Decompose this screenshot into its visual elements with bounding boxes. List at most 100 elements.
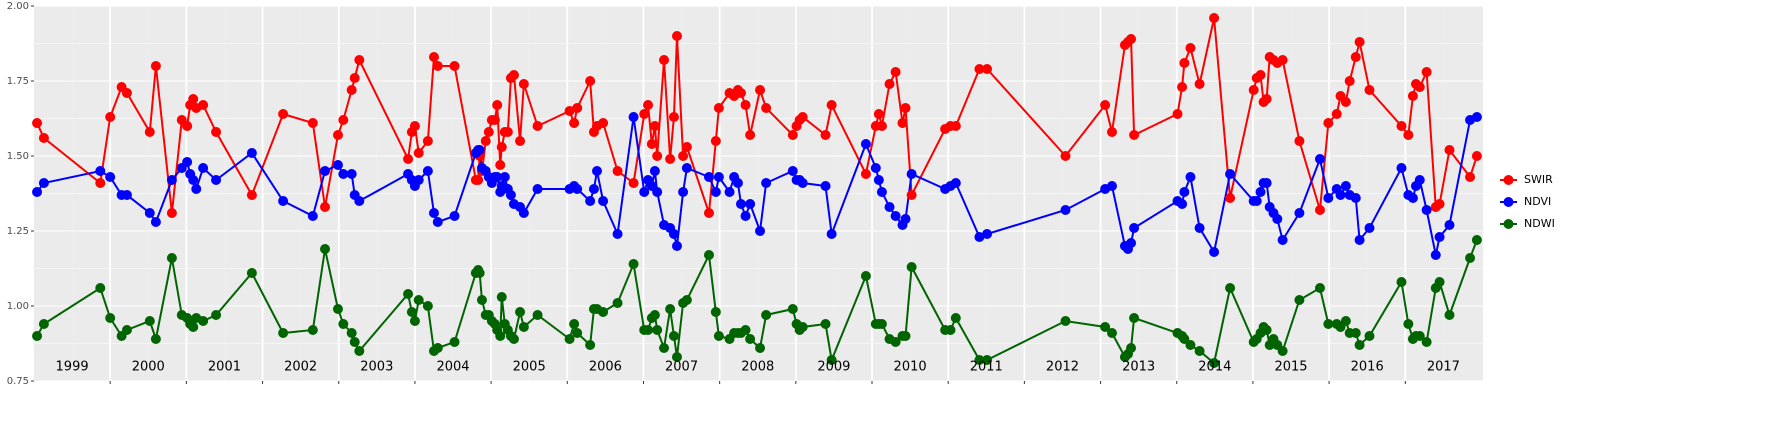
legend: SWIR NDVI NDWI — [1500, 173, 1555, 230]
data-point — [38, 319, 49, 329]
data-point — [678, 187, 689, 197]
data-point — [713, 172, 724, 182]
data-point — [338, 169, 349, 179]
data-point — [406, 307, 417, 317]
data-point — [432, 217, 443, 227]
x-tick-label: 2010 — [894, 360, 927, 375]
data-point — [1129, 130, 1140, 140]
data-point — [211, 127, 222, 137]
y-tick-label: 1.25 — [7, 226, 29, 237]
data-point — [1471, 112, 1482, 122]
data-point — [906, 169, 917, 179]
data-point — [724, 187, 735, 197]
data-point — [121, 190, 132, 200]
data-point — [1209, 247, 1220, 257]
data-point — [144, 316, 155, 326]
x-tick-label: 2004 — [436, 360, 469, 375]
data-point — [649, 310, 660, 320]
data-point — [585, 340, 596, 350]
grid — [34, 5, 1483, 382]
data-point — [671, 241, 682, 251]
data-point — [1106, 181, 1117, 191]
data-point — [665, 154, 676, 164]
data-point — [332, 160, 343, 170]
data-point — [713, 331, 724, 341]
data-point — [598, 307, 609, 317]
data-point — [483, 127, 494, 137]
legend-label: NDWI — [1524, 217, 1555, 230]
data-point — [278, 109, 289, 119]
data-point — [797, 322, 808, 332]
data-point — [745, 199, 756, 209]
legend-key-point — [1503, 219, 1514, 229]
x-tick-label: 2012 — [1046, 360, 1079, 375]
data-point — [532, 310, 543, 320]
data-point — [349, 337, 360, 347]
data-point — [495, 331, 506, 341]
data-point — [320, 202, 331, 212]
data-point — [121, 88, 132, 98]
data-point — [1335, 190, 1346, 200]
data-point — [476, 295, 487, 305]
data-point — [1465, 172, 1476, 182]
data-point — [144, 208, 155, 218]
data-point — [900, 214, 911, 224]
data-point — [496, 142, 507, 152]
data-point — [643, 100, 654, 110]
data-point — [671, 352, 682, 362]
data-point — [518, 79, 529, 89]
data-point — [1421, 67, 1432, 77]
data-point — [1126, 238, 1137, 248]
data-point — [307, 211, 318, 221]
data-point — [876, 121, 887, 131]
data-point — [1407, 91, 1418, 101]
data-point — [422, 136, 433, 146]
data-point — [787, 130, 798, 140]
data-point — [518, 322, 529, 332]
data-point — [982, 229, 993, 239]
data-point — [572, 103, 583, 113]
data-point — [649, 121, 660, 131]
y-tick-label: 2.00 — [7, 1, 29, 12]
data-point — [612, 229, 623, 239]
data-point — [1294, 136, 1305, 146]
data-point — [413, 175, 424, 185]
data-point — [659, 55, 670, 65]
data-point — [1421, 205, 1432, 215]
data-point — [1323, 193, 1334, 203]
data-point — [950, 313, 961, 323]
data-point — [1396, 277, 1407, 287]
data-point — [1255, 187, 1266, 197]
x-tick-label: 2011 — [970, 360, 1003, 375]
data-point — [505, 190, 516, 200]
data-point — [121, 325, 132, 335]
data-point — [1179, 334, 1190, 344]
data-point — [1354, 37, 1365, 47]
data-point — [612, 166, 623, 176]
data-point — [870, 163, 881, 173]
data-point — [502, 127, 513, 137]
data-point — [668, 112, 679, 122]
data-point — [1129, 223, 1140, 233]
data-point — [1314, 283, 1325, 293]
data-point — [1177, 199, 1188, 209]
data-point — [422, 166, 433, 176]
marks — [32, 13, 1482, 368]
data-point — [1179, 58, 1190, 68]
data-point — [585, 76, 596, 86]
data-point — [1177, 82, 1188, 92]
data-point — [710, 136, 721, 146]
data-point — [950, 121, 961, 131]
data-point — [349, 73, 360, 83]
data-point — [1434, 232, 1445, 242]
data-point — [1294, 208, 1305, 218]
data-point — [906, 262, 917, 272]
data-point — [1340, 316, 1351, 326]
data-point — [428, 208, 439, 218]
data-point — [755, 226, 766, 236]
data-point — [703, 250, 714, 260]
data-point — [1314, 205, 1325, 215]
data-point — [95, 178, 106, 188]
data-point — [515, 136, 526, 146]
data-point — [182, 121, 193, 131]
